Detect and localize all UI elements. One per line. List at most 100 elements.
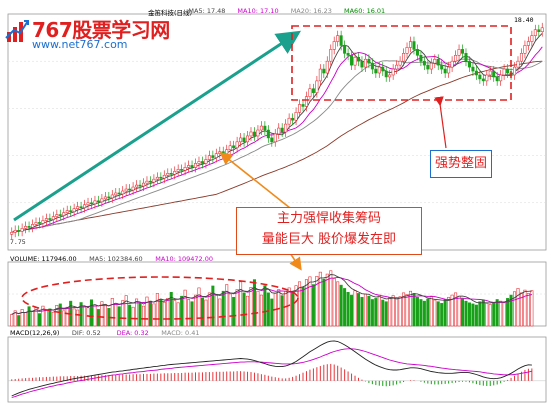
volume-bar — [41, 305, 45, 327]
candle-body — [13, 230, 17, 233]
volume-bar — [530, 290, 534, 327]
logo-chart-icon — [5, 20, 29, 42]
volume-bar — [259, 294, 263, 327]
volume-bar — [467, 302, 471, 327]
candle-body — [513, 66, 517, 76]
volume-bar — [440, 303, 444, 327]
volume-bar — [391, 295, 395, 327]
volume-bar — [93, 305, 97, 327]
volume-bar — [124, 295, 128, 327]
volume-bar — [155, 293, 159, 327]
volume-bar — [152, 303, 156, 327]
macd-histogram — [8, 363, 546, 387]
candle-body — [336, 35, 340, 42]
volume-bar — [228, 293, 232, 327]
candle-body — [478, 74, 482, 80]
volume-bar — [457, 295, 461, 327]
candle-body — [298, 104, 302, 113]
candle-body — [495, 76, 499, 82]
volume-bar — [460, 298, 465, 327]
candle-body — [471, 66, 475, 72]
volume-bar — [450, 294, 454, 327]
candle-body — [384, 70, 388, 78]
volume-bar — [51, 311, 55, 327]
candle-body — [291, 117, 295, 121]
volume-bar — [343, 288, 347, 327]
volume-bar — [270, 298, 274, 327]
candle-body — [502, 68, 506, 76]
candle-body — [322, 68, 326, 74]
candle-body — [232, 145, 236, 149]
candle-body — [343, 45, 347, 54]
uptrend-arrow — [13, 30, 302, 222]
volume-bar — [76, 309, 80, 327]
volume-bar — [72, 308, 76, 327]
volume-bar — [495, 299, 499, 327]
candle-body — [460, 49, 465, 54]
volume-bar — [381, 299, 385, 327]
volume-bar — [308, 276, 312, 327]
volume-bar — [121, 300, 125, 327]
volume-bar — [443, 299, 447, 327]
volume-bar — [506, 298, 510, 327]
candle-body — [481, 78, 485, 82]
candle-body — [308, 88, 312, 97]
candle-body — [41, 220, 45, 224]
candle-body — [173, 171, 177, 175]
annotations — [13, 25, 512, 320]
candle-body — [58, 214, 62, 216]
volume-bar — [159, 299, 163, 327]
dea-line — [11, 348, 533, 398]
volume-bar — [318, 271, 322, 327]
candle-body — [256, 129, 260, 137]
candle-body — [263, 125, 267, 131]
volume-bar — [353, 290, 357, 327]
candle-body — [141, 182, 146, 187]
candle-body — [523, 45, 527, 54]
candle-body — [346, 53, 350, 56]
candle-body — [246, 135, 250, 143]
candle-body — [117, 192, 121, 195]
callout-line-1: 主力强悍收集筹码 — [276, 211, 381, 226]
candle-body — [79, 206, 83, 209]
candle-body — [76, 206, 80, 210]
candle-body — [48, 218, 52, 220]
candle-body — [239, 137, 243, 143]
legend-item: MACD(12,26,9) — [10, 329, 60, 337]
candle-body — [37, 222, 41, 224]
volume-bar — [20, 309, 24, 327]
candle-body — [287, 117, 291, 125]
volume-bar — [277, 289, 281, 327]
candle-body — [51, 216, 55, 220]
volume-bar — [280, 295, 284, 327]
volume-bar — [322, 278, 326, 327]
candle-body — [454, 54, 458, 62]
volume-bar — [162, 301, 166, 327]
volume-bar — [207, 292, 211, 327]
volume-bar — [422, 300, 426, 327]
volume-bar — [96, 309, 100, 327]
candle-body — [353, 56, 357, 66]
volume-bar — [291, 291, 295, 327]
candle-body — [121, 190, 125, 195]
volume-bar — [284, 290, 288, 327]
candle-body — [124, 188, 128, 192]
candle-body — [235, 141, 239, 149]
volume-bar — [83, 306, 87, 327]
candle-body — [155, 176, 159, 180]
volume-bar — [180, 295, 184, 327]
candle-body — [180, 169, 184, 171]
legend-item: MA20: 16.23 — [290, 7, 332, 15]
volume-bar — [183, 289, 187, 327]
consolidation-pointer — [434, 96, 447, 149]
candle-body — [249, 131, 253, 137]
ma20-line — [11, 58, 543, 233]
candle-body — [315, 80, 319, 93]
candle-body — [530, 35, 534, 42]
volume-highlight-ellipse — [21, 276, 299, 320]
volume-bar — [471, 303, 475, 327]
volume-bar — [346, 292, 350, 327]
candle-body — [467, 60, 471, 68]
